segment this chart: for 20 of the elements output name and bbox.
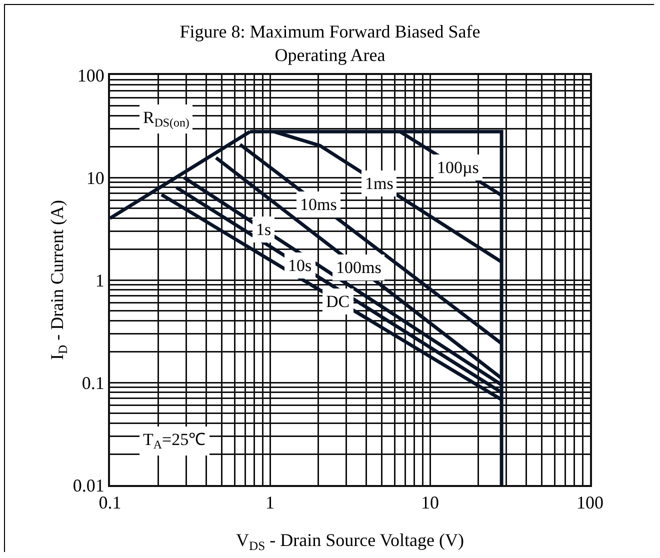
series-label: DC (326, 292, 350, 311)
annotation: R$_{DS(on)}$ (143, 108, 190, 130)
series-label: 10ms (300, 195, 337, 214)
y-tick-label: 100 (77, 65, 104, 86)
x-tick-label: 10 (421, 492, 439, 513)
series-label: 10s (288, 256, 312, 275)
y-tick-label: 0.1 (82, 372, 104, 393)
y-tick-label: 0.01 (72, 475, 104, 496)
x-tick-label: 0.1 (98, 492, 122, 513)
series-label: 100µs (437, 158, 479, 177)
x-axis-title: V$_{DS}$ - Drain Source Voltage (V) (236, 530, 464, 553)
annotation: T$_{A}$=25℃ (143, 430, 206, 452)
x-tick-label: 1 (266, 492, 274, 513)
y-tick-label: 10 (86, 168, 104, 188)
chart-title: Figure 8: Maximum Forward Biased Safe Operating Area (180, 22, 480, 65)
series-label: 1s (256, 220, 272, 239)
series-label: 100ms (336, 258, 382, 277)
x-tick-label: 100 (576, 492, 604, 513)
series-label: 1ms (365, 174, 394, 193)
y-tick-label: 1 (95, 270, 104, 290)
